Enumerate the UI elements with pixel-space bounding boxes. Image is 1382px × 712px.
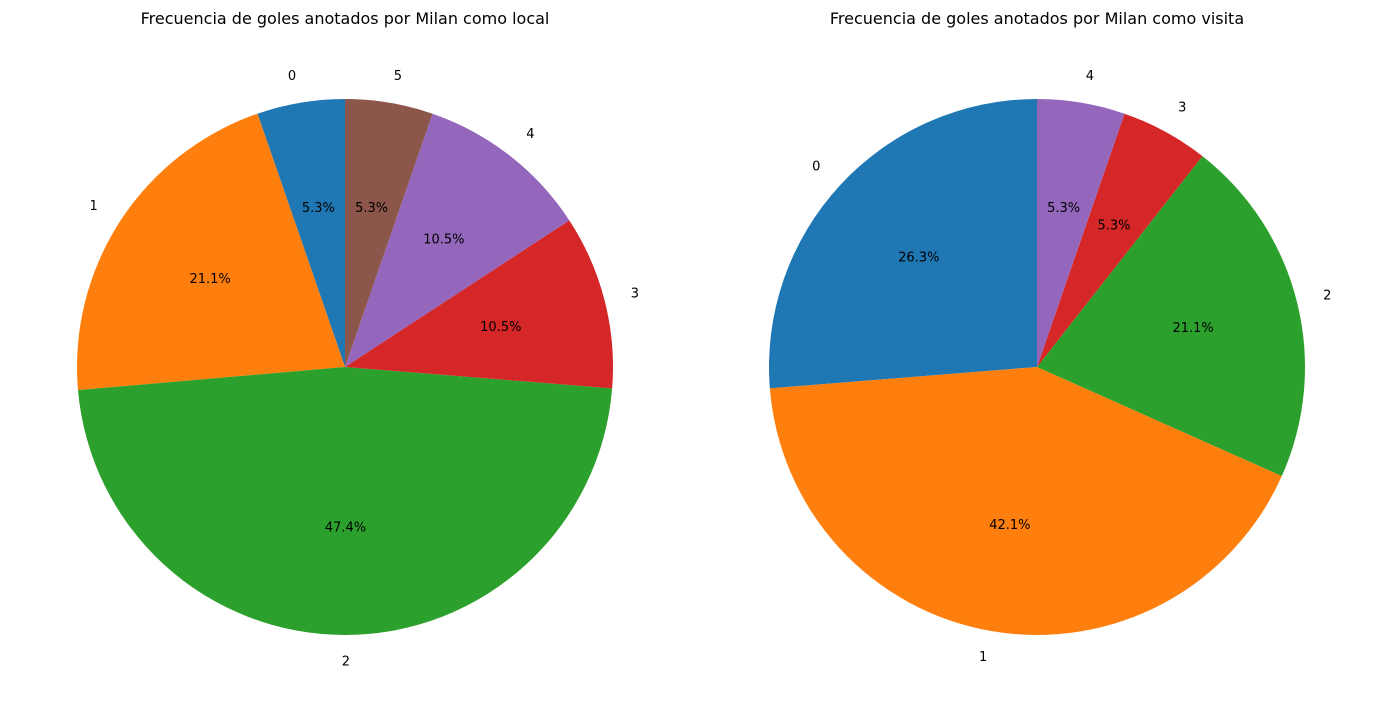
- pie-slice-local-3: [345, 220, 613, 389]
- percent-label-visita-2: 21.1%: [1172, 321, 1213, 336]
- percent-label-local-5: 5.3%: [355, 201, 388, 216]
- percent-label-visita-4: 5.3%: [1047, 201, 1080, 216]
- category-label-local-1: 1: [90, 199, 98, 214]
- category-label-visita-3: 3: [1178, 101, 1186, 116]
- category-label-local-4: 4: [526, 127, 534, 142]
- category-label-visita-2: 2: [1323, 289, 1331, 304]
- pie-chart-local: 0 5.3% 1 21.1% 2 47.4% 3 10.5% 4 10.5% 5 5.3% Frecue…: [77, 9, 639, 669]
- pie-slice-local-4: [345, 113, 570, 367]
- chart-title-local: Frecuencia de goles anotados por Milan c…: [141, 9, 550, 28]
- pie-slice-visita-2: [1037, 156, 1306, 477]
- pie-chart-visita: 0 26.3% 1 42.1% 2 21.1% 3 5.3% 4 5.3% Frecuencia d…: [769, 9, 1331, 665]
- category-label-local-0: 0: [288, 69, 296, 84]
- pie-slice-visita-3: [1037, 113, 1203, 367]
- pie-slice-visita-4: [1037, 98, 1125, 367]
- percent-label-local-4: 10.5%: [423, 233, 464, 248]
- percent-label-visita-0: 26.3%: [898, 250, 939, 265]
- pie-slice-local-0: [257, 98, 345, 367]
- pie-slice-visita-1: [769, 367, 1282, 635]
- category-label-visita-0: 0: [812, 160, 820, 175]
- pie-slice-local-5: [345, 98, 433, 367]
- pie-slice-visita-0: [769, 99, 1037, 389]
- percent-label-local-1: 21.1%: [189, 272, 230, 287]
- category-label-visita-1: 1: [979, 650, 987, 665]
- percent-label-visita-1: 42.1%: [989, 518, 1030, 533]
- pie-slice-local-1: [77, 113, 345, 391]
- percent-label-local-0: 5.3%: [302, 201, 335, 216]
- category-label-local-5: 5: [394, 69, 402, 84]
- pie-slice-local-2: [78, 367, 613, 635]
- category-label-local-2: 2: [342, 654, 350, 669]
- category-label-local-3: 3: [631, 287, 639, 302]
- category-label-visita-4: 4: [1086, 69, 1094, 84]
- chart-title-visita: Frecuencia de goles anotados por Milan c…: [830, 9, 1244, 28]
- percent-label-local-2: 47.4%: [325, 520, 366, 535]
- percent-label-visita-3: 5.3%: [1097, 218, 1130, 233]
- percent-label-local-3: 10.5%: [480, 320, 521, 335]
